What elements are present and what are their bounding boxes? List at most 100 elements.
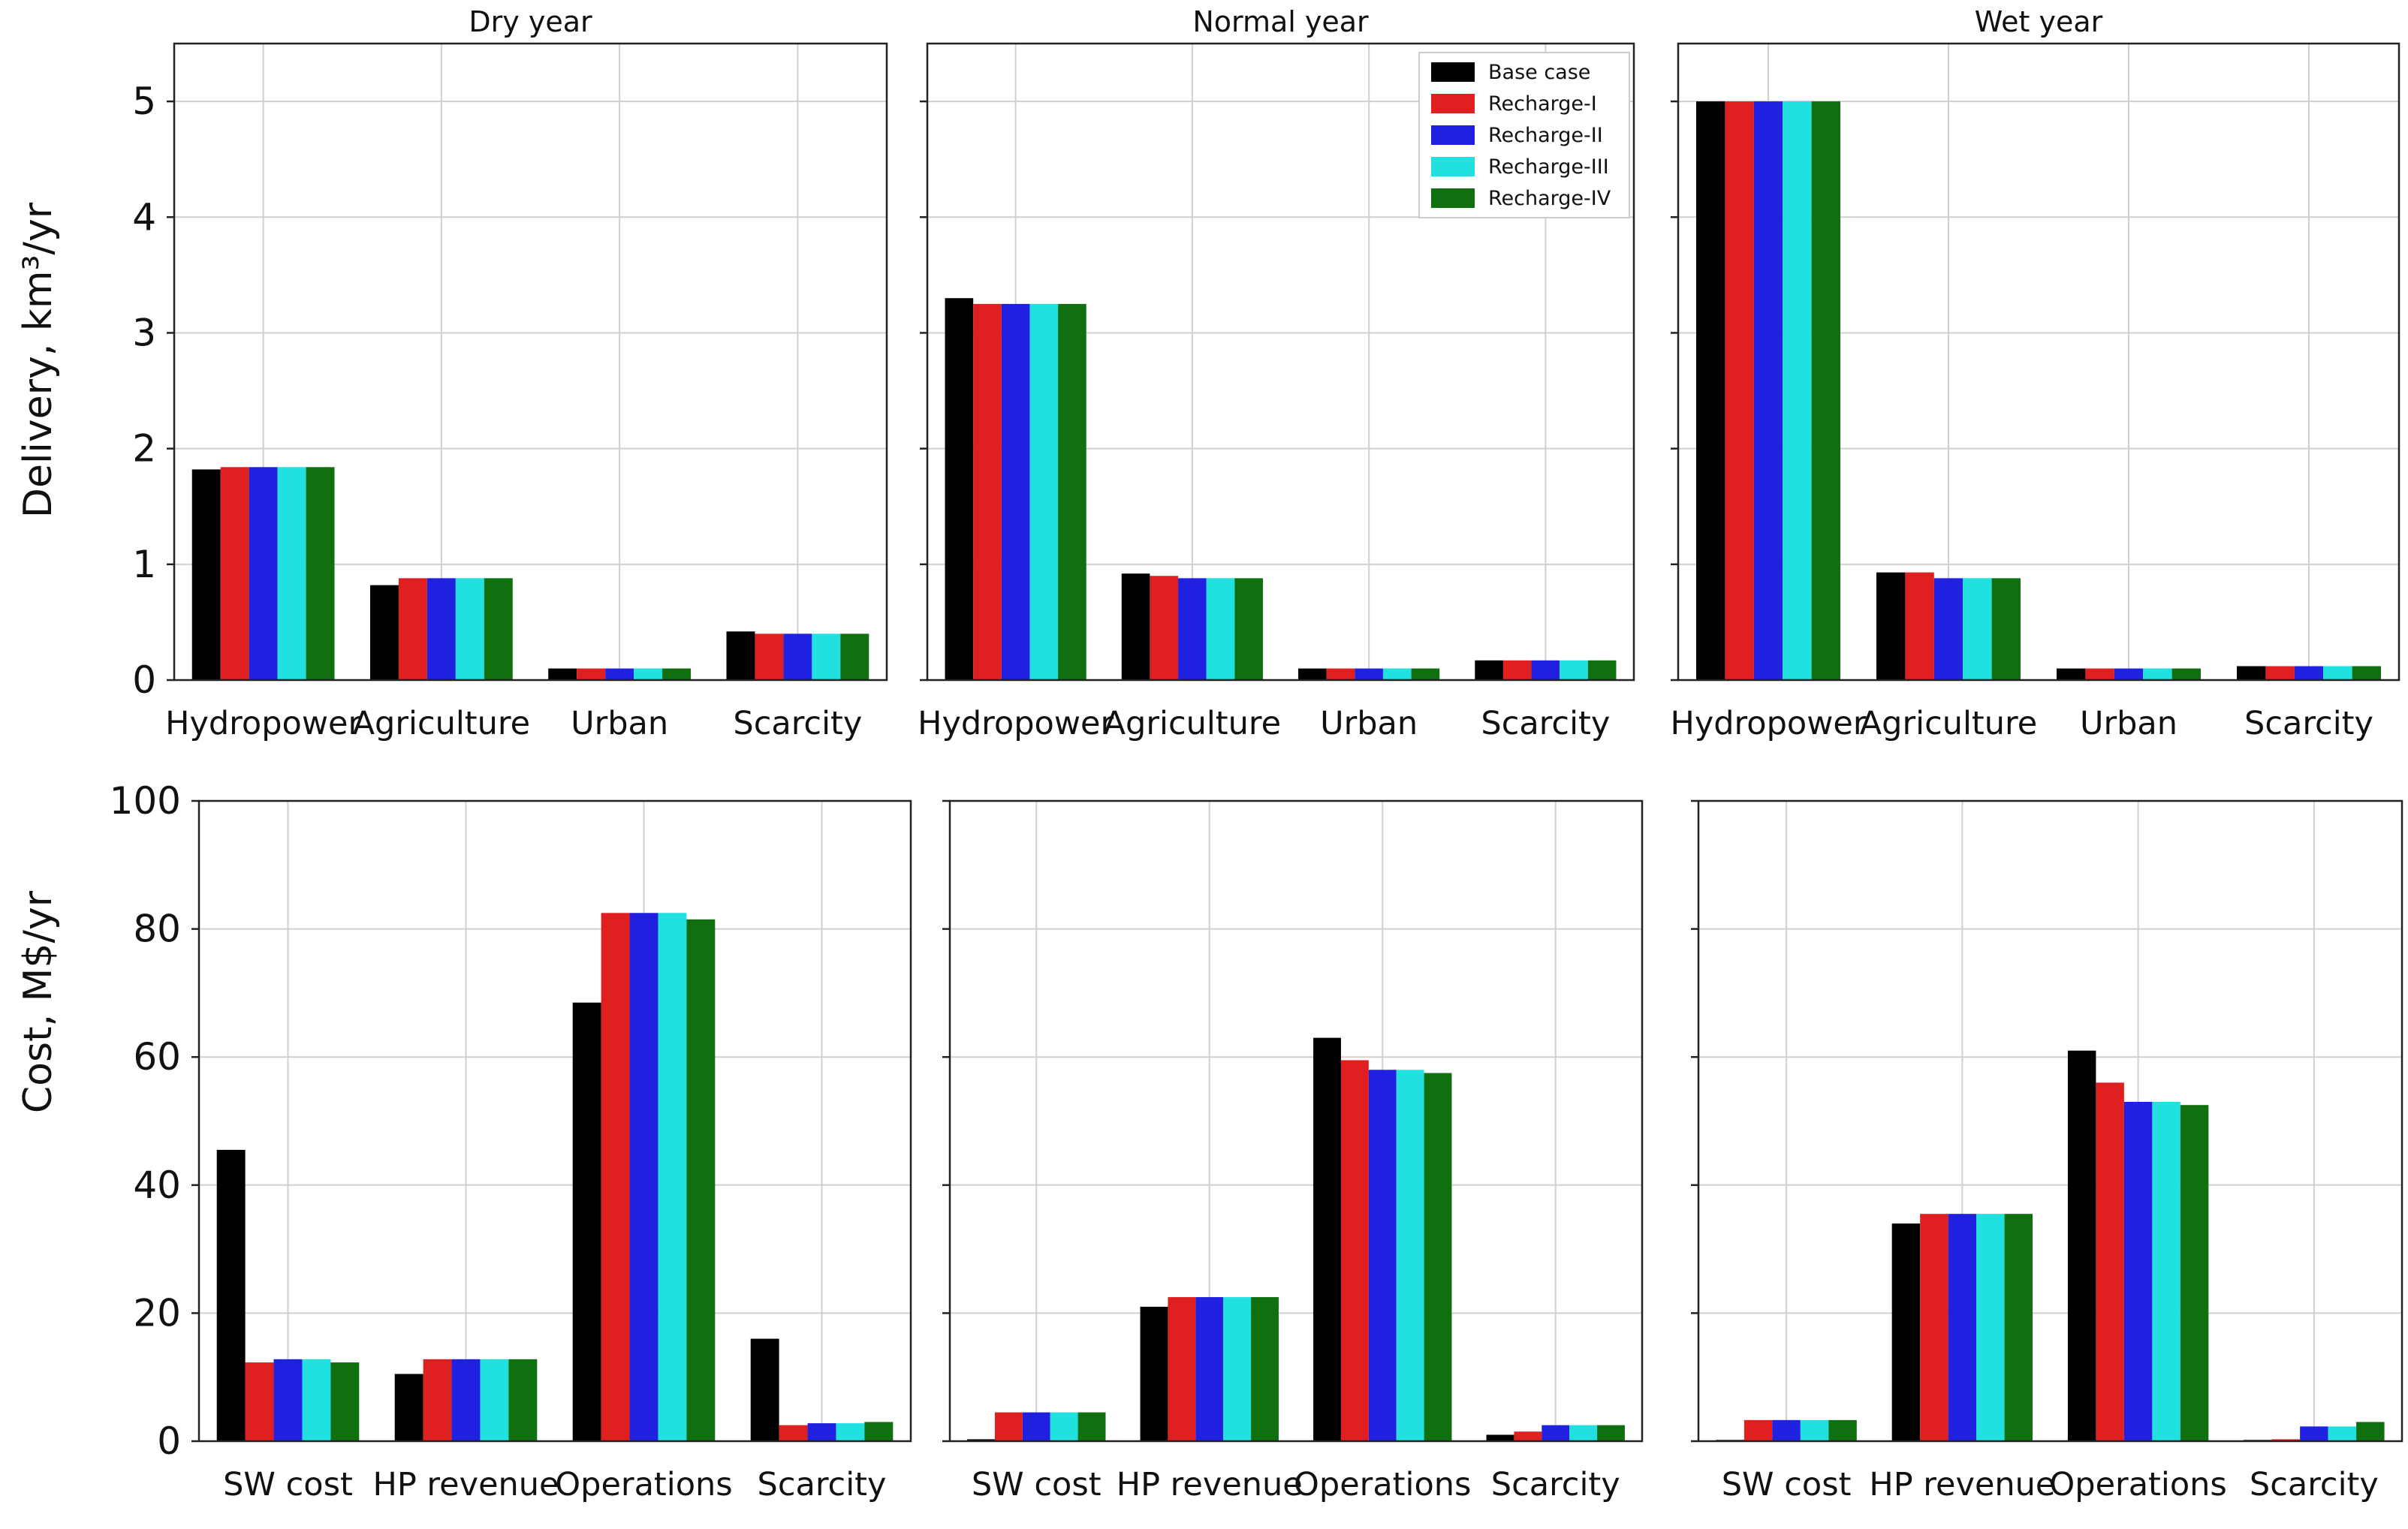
bar-recharge-i-scarcity	[779, 1425, 808, 1441]
bar-recharge-iv-scarcity	[864, 1422, 894, 1441]
bar-recharge-i-hydropower	[220, 467, 249, 680]
bar-recharge-iii-hp-revenue	[1223, 1297, 1252, 1441]
bar-base-case-urban	[1298, 668, 1327, 680]
x-category-label: Urban	[571, 705, 668, 742]
bar-recharge-ii-agriculture	[1178, 578, 1207, 680]
bar-recharge-ii-sw-cost	[1772, 1419, 1801, 1441]
x-category-label: Hydropower	[1670, 705, 1866, 742]
bar-recharge-iv-scarcity	[1597, 1425, 1625, 1441]
x-category-label: HP revenue	[1869, 1466, 2055, 1503]
x-category-label: Scarcity	[733, 705, 862, 742]
bar-recharge-iv-scarcity	[2352, 666, 2381, 680]
bar-recharge-iv-scarcity	[1587, 660, 1617, 680]
bar-recharge-iii-hp-revenue	[480, 1359, 509, 1441]
bar-base-case-scarcity	[726, 631, 755, 680]
bar-recharge-iii-urban	[1382, 668, 1412, 680]
panel-title: Dry year	[469, 5, 592, 38]
bar-recharge-iv-hydropower	[306, 467, 335, 680]
bar-recharge-ii-operations	[2123, 1101, 2153, 1441]
bar-recharge-i-sw-cost	[1743, 1419, 1773, 1441]
bar-recharge-i-urban	[577, 668, 606, 680]
bar-recharge-iv-urban	[662, 668, 692, 680]
y-tick-label: 1	[132, 543, 156, 586]
panel-frame	[173, 42, 888, 682]
bar-recharge-iv-sw-cost	[330, 1362, 360, 1441]
bar-recharge-ii-hp-revenue	[451, 1359, 481, 1441]
delivery-y-axis-label: Delivery, km³/yr	[16, 202, 61, 518]
bar-base-case-scarcity	[750, 1338, 779, 1441]
x-category-label: HP revenue	[1117, 1466, 1303, 1503]
bar-recharge-iii-scarcity	[2328, 1426, 2357, 1441]
bar-base-case-hp-revenue	[1891, 1223, 1921, 1441]
bar-recharge-ii-hp-revenue	[1948, 1214, 1977, 1441]
bar-base-case-hydropower	[1696, 101, 1725, 680]
bar-recharge-i-hp-revenue	[1920, 1214, 1948, 1441]
bar-base-case-scarcity	[1486, 1434, 1514, 1441]
bar-recharge-iii-scarcity	[836, 1423, 865, 1441]
bar-recharge-iii-operations	[1396, 1070, 1424, 1441]
bar-base-case-hp-revenue	[1140, 1306, 1168, 1441]
y-tick-label: 20	[133, 1291, 181, 1335]
legend: Base case Recharge-I Recharge-II Recharge-I…	[1418, 52, 1630, 218]
y-tick-label: 80	[133, 907, 181, 951]
bar-recharge-iv-hp-revenue	[1251, 1297, 1279, 1441]
bar-recharge-iii-sw-cost	[302, 1359, 331, 1441]
bar-recharge-iv-operations	[686, 919, 716, 1441]
bar-recharge-i-agriculture	[1150, 576, 1179, 680]
x-category-label: Hydropower	[918, 705, 1114, 742]
bar-recharge-iii-scarcity	[1560, 660, 1588, 680]
x-category-label: Scarcity	[2244, 705, 2373, 742]
legend-label: Recharge-IV	[1488, 187, 1611, 210]
bar-recharge-ii-scarcity	[1531, 660, 1560, 680]
bar-recharge-iii-urban	[2143, 668, 2172, 680]
legend-label: Recharge-I	[1488, 92, 1597, 116]
bar-base-case-hydropower	[945, 298, 974, 680]
x-category-label: Scarcity	[1481, 705, 1610, 742]
bar-recharge-i-sw-cost	[994, 1412, 1023, 1441]
legend-swatch	[1431, 62, 1475, 82]
bar-recharge-i-hydropower	[973, 303, 1002, 680]
bar-recharge-i-hp-revenue	[423, 1359, 452, 1441]
bar-recharge-ii-scarcity	[807, 1423, 836, 1441]
panel-frame	[1697, 799, 2403, 1443]
bar-recharge-iii-sw-cost	[1800, 1419, 1829, 1441]
bar-base-case-sw-cost	[216, 1149, 246, 1441]
x-category-label: Agriculture	[353, 705, 530, 742]
bar-recharge-i-urban	[2085, 668, 2114, 680]
bar-recharge-ii-agriculture	[426, 578, 456, 680]
bar-base-case-agriculture	[1121, 573, 1150, 680]
x-category-label: Urban	[1320, 705, 1418, 742]
bar-recharge-i-operations	[601, 913, 630, 1441]
bar-recharge-i-scarcity	[2265, 666, 2295, 680]
y-tick-label: 40	[133, 1163, 181, 1207]
bar-recharge-ii-sw-cost	[273, 1359, 303, 1441]
bar-base-case-hydropower	[191, 469, 221, 680]
bar-recharge-iii-operations	[2152, 1101, 2180, 1441]
bar-recharge-i-scarcity	[1502, 660, 1532, 680]
bar-base-case-agriculture	[1876, 572, 1906, 680]
bar-recharge-iv-agriculture	[1234, 578, 1263, 680]
y-tick-label: 5	[132, 80, 156, 123]
legend-swatch	[1431, 157, 1475, 176]
x-category-label: Scarcity	[1491, 1466, 1620, 1503]
bar-recharge-ii-operations	[1368, 1070, 1397, 1441]
cost-y-axis-label: Cost, M$/yr	[16, 890, 61, 1113]
bar-recharge-iv-sw-cost	[1828, 1419, 1857, 1441]
bar-recharge-iii-sw-cost	[1050, 1412, 1078, 1441]
y-tick-label: 0	[157, 1419, 181, 1463]
y-tick-label: 4	[132, 195, 156, 239]
legend-swatch	[1431, 125, 1475, 145]
bar-recharge-iv-hp-revenue	[508, 1359, 538, 1441]
x-category-label: Agriculture	[1104, 705, 1281, 742]
x-category-label: SW cost	[972, 1466, 1102, 1503]
panel-frame	[948, 799, 1644, 1443]
x-category-label: Hydropower	[165, 705, 361, 742]
bar-recharge-iii-scarcity	[812, 634, 841, 680]
bar-recharge-ii-hydropower	[1001, 303, 1030, 680]
bar-recharge-iii-scarcity	[2323, 666, 2352, 680]
bar-recharge-iv-urban	[1411, 668, 1440, 680]
